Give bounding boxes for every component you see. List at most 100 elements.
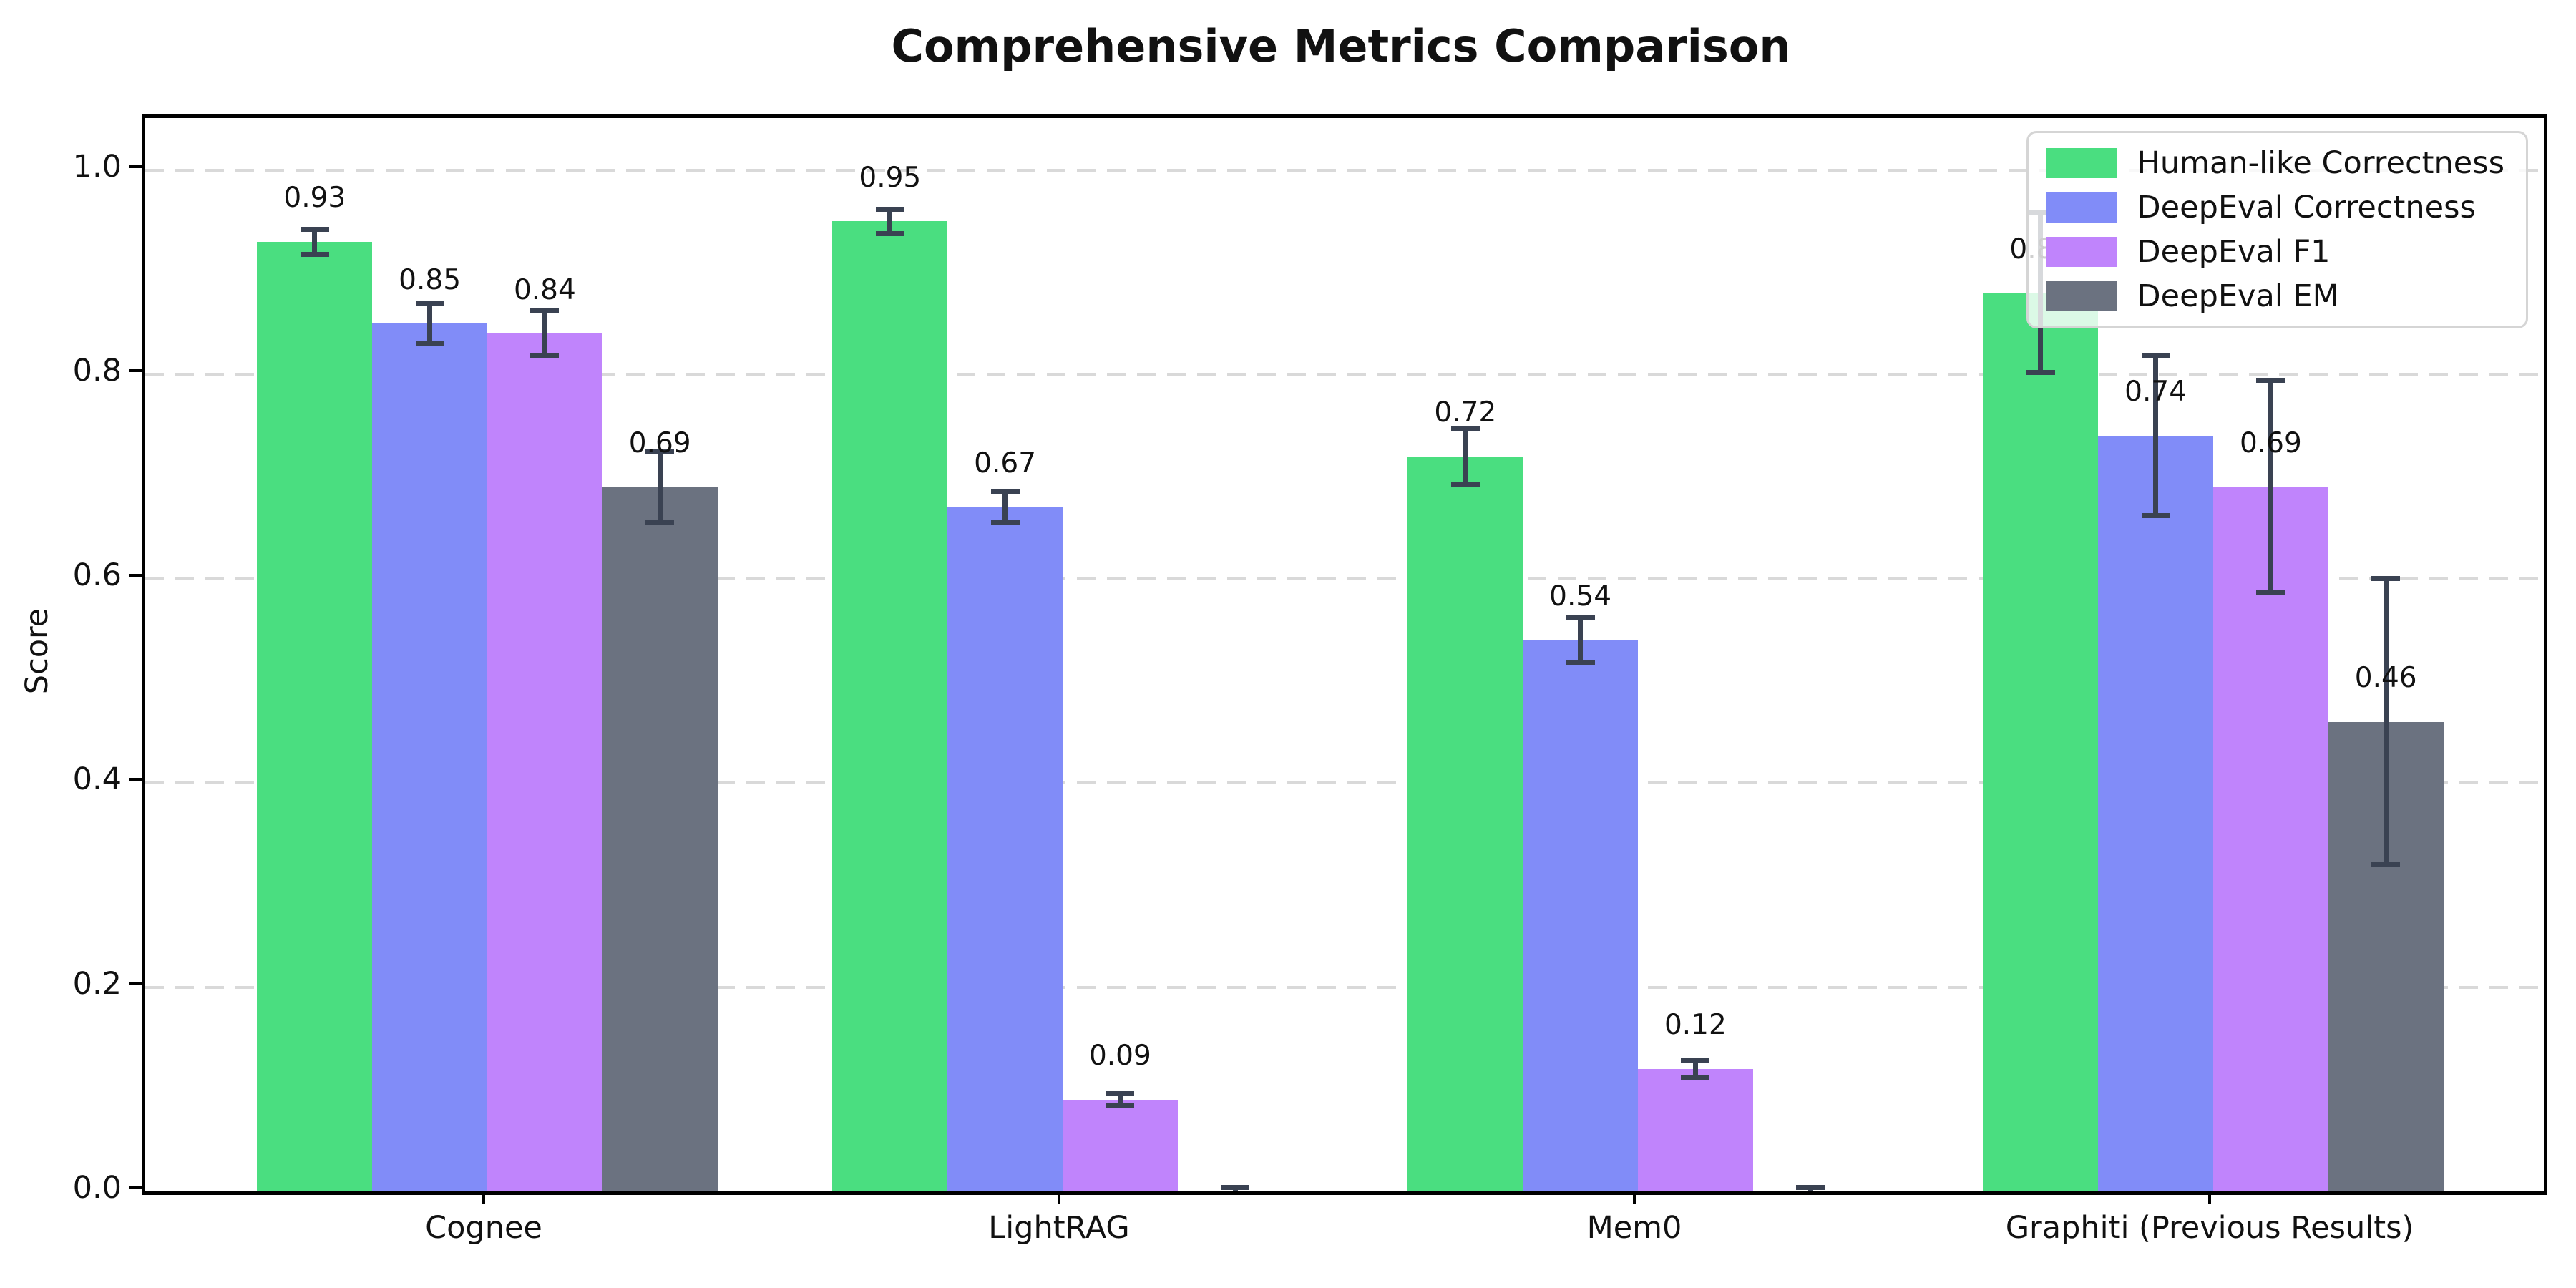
legend-label: DeepEval EM — [2137, 278, 2339, 314]
error-bar-cap-top — [1681, 1058, 1710, 1063]
legend-swatch — [2045, 148, 2117, 178]
bar-value-label: 0.54 — [1549, 580, 1612, 613]
bar — [372, 323, 488, 1191]
x-tick — [1058, 1191, 1060, 1204]
x-tick-label: LightRAG — [988, 1210, 1130, 1246]
error-bar-cap-bottom — [990, 519, 1020, 525]
error-bar — [542, 311, 547, 356]
error-bar-cap-top — [530, 308, 560, 314]
error-bar-cap-bottom — [1450, 481, 1480, 487]
error-bar — [312, 229, 318, 254]
error-bar-cap-top — [2256, 378, 2285, 384]
gridline — [145, 577, 2544, 580]
y-tick — [129, 165, 142, 168]
error-bar-cap-bottom — [1221, 1193, 1249, 1195]
y-tick — [129, 982, 142, 985]
error-bar-cap-top — [1796, 1184, 1825, 1190]
bar — [947, 507, 1063, 1191]
x-tick — [482, 1191, 485, 1204]
error-bar-cap-bottom — [2026, 370, 2055, 376]
y-tick-label: 0.4 — [72, 761, 122, 798]
legend-label: Human-like Correctness — [2137, 145, 2504, 181]
error-bar-cap-bottom — [1796, 1193, 1825, 1195]
bar-value-label: 0.46 — [2354, 662, 2417, 695]
bar-value-label: 0.12 — [1664, 1009, 1727, 1042]
bar — [487, 333, 602, 1191]
error-bar — [2268, 380, 2273, 593]
bar — [2212, 487, 2328, 1191]
legend-swatch — [2045, 192, 2117, 223]
legend: Human-like Correctness DeepEval Correctne… — [2026, 131, 2528, 328]
bar-value-label: 0.67 — [974, 447, 1037, 480]
bar-value-label: 0.69 — [628, 426, 691, 459]
error-bar — [1117, 1093, 1123, 1106]
bar — [1062, 1099, 1178, 1191]
error-bar — [1578, 618, 1584, 663]
x-tick-label: Graphiti (Previous Results) — [2005, 1210, 2414, 1246]
legend-item: DeepEval Correctness — [2045, 189, 2504, 226]
error-bar-cap-top — [875, 206, 904, 212]
error-bar-cap-top — [1106, 1091, 1135, 1096]
error-bar-cap-top — [990, 489, 1020, 494]
error-bar-cap-bottom — [415, 341, 444, 347]
error-bar — [2383, 578, 2389, 865]
error-bar — [2153, 356, 2159, 516]
x-tick — [1633, 1191, 1636, 1204]
error-bar-cap-bottom — [1566, 660, 1595, 665]
bar-value-label: 0.09 — [1088, 1040, 1151, 1073]
legend-swatch — [2045, 281, 2117, 311]
bar — [2098, 436, 2214, 1191]
gridline — [145, 373, 2544, 376]
error-bar-cap-top — [1566, 615, 1595, 620]
y-tick — [129, 778, 142, 781]
chart-title: Comprehensive Metrics Comparison — [891, 20, 1791, 72]
error-bar-cap-bottom — [1681, 1074, 1710, 1080]
bar — [832, 221, 948, 1191]
y-tick-label: 1.0 — [72, 149, 122, 185]
error-bar — [887, 209, 893, 234]
error-bar-cap-top — [300, 227, 329, 233]
error-bar — [657, 451, 663, 523]
error-bar-cap-top — [2141, 353, 2170, 359]
bar — [1983, 293, 2099, 1191]
error-bar — [1463, 429, 1468, 484]
bar-value-label: 0.72 — [1434, 396, 1497, 429]
error-bar-cap-top — [415, 301, 444, 306]
y-tick-label: 0.0 — [72, 1170, 122, 1206]
bar — [602, 487, 718, 1191]
y-tick — [129, 1186, 142, 1189]
bar-value-label: 0.93 — [283, 182, 346, 215]
bar — [1407, 456, 1523, 1191]
error-bar-cap-bottom — [2371, 862, 2401, 867]
gridline — [145, 781, 2544, 785]
bar-value-label: 0.69 — [2239, 426, 2302, 459]
bar-value-label: 0.84 — [513, 273, 576, 306]
error-bar — [1002, 492, 1008, 523]
bar-value-label: 0.95 — [859, 161, 922, 194]
error-bar — [1692, 1060, 1698, 1078]
legend-item: DeepEval F1 — [2045, 233, 2504, 270]
x-tick-label: Cognee — [425, 1210, 542, 1246]
legend-label: DeepEval F1 — [2137, 234, 2331, 270]
x-tick-label: Mem0 — [1586, 1210, 1682, 1246]
legend-label: DeepEval Correctness — [2137, 190, 2476, 225]
error-bar — [427, 303, 433, 344]
bar — [1523, 640, 1639, 1191]
y-tick — [129, 369, 142, 373]
y-tick-label: 0.6 — [72, 557, 122, 593]
y-tick-label: 0.8 — [72, 353, 122, 389]
error-bar-cap-top — [2371, 576, 2401, 582]
bar-value-label: 0.85 — [399, 263, 462, 296]
bar — [1637, 1068, 1753, 1191]
legend-item: Human-like Correctness — [2045, 145, 2504, 182]
error-bar-cap-top — [645, 448, 675, 454]
error-bar-cap-bottom — [530, 353, 560, 359]
y-tick — [129, 573, 142, 577]
error-bar-cap-top — [1221, 1184, 1250, 1190]
error-bar-cap-bottom — [300, 251, 329, 257]
legend-item: DeepEval EM — [2045, 278, 2504, 315]
error-bar-cap-bottom — [1106, 1103, 1135, 1108]
y-axis-label: Score — [19, 608, 55, 695]
error-bar-cap-bottom — [2256, 590, 2285, 596]
